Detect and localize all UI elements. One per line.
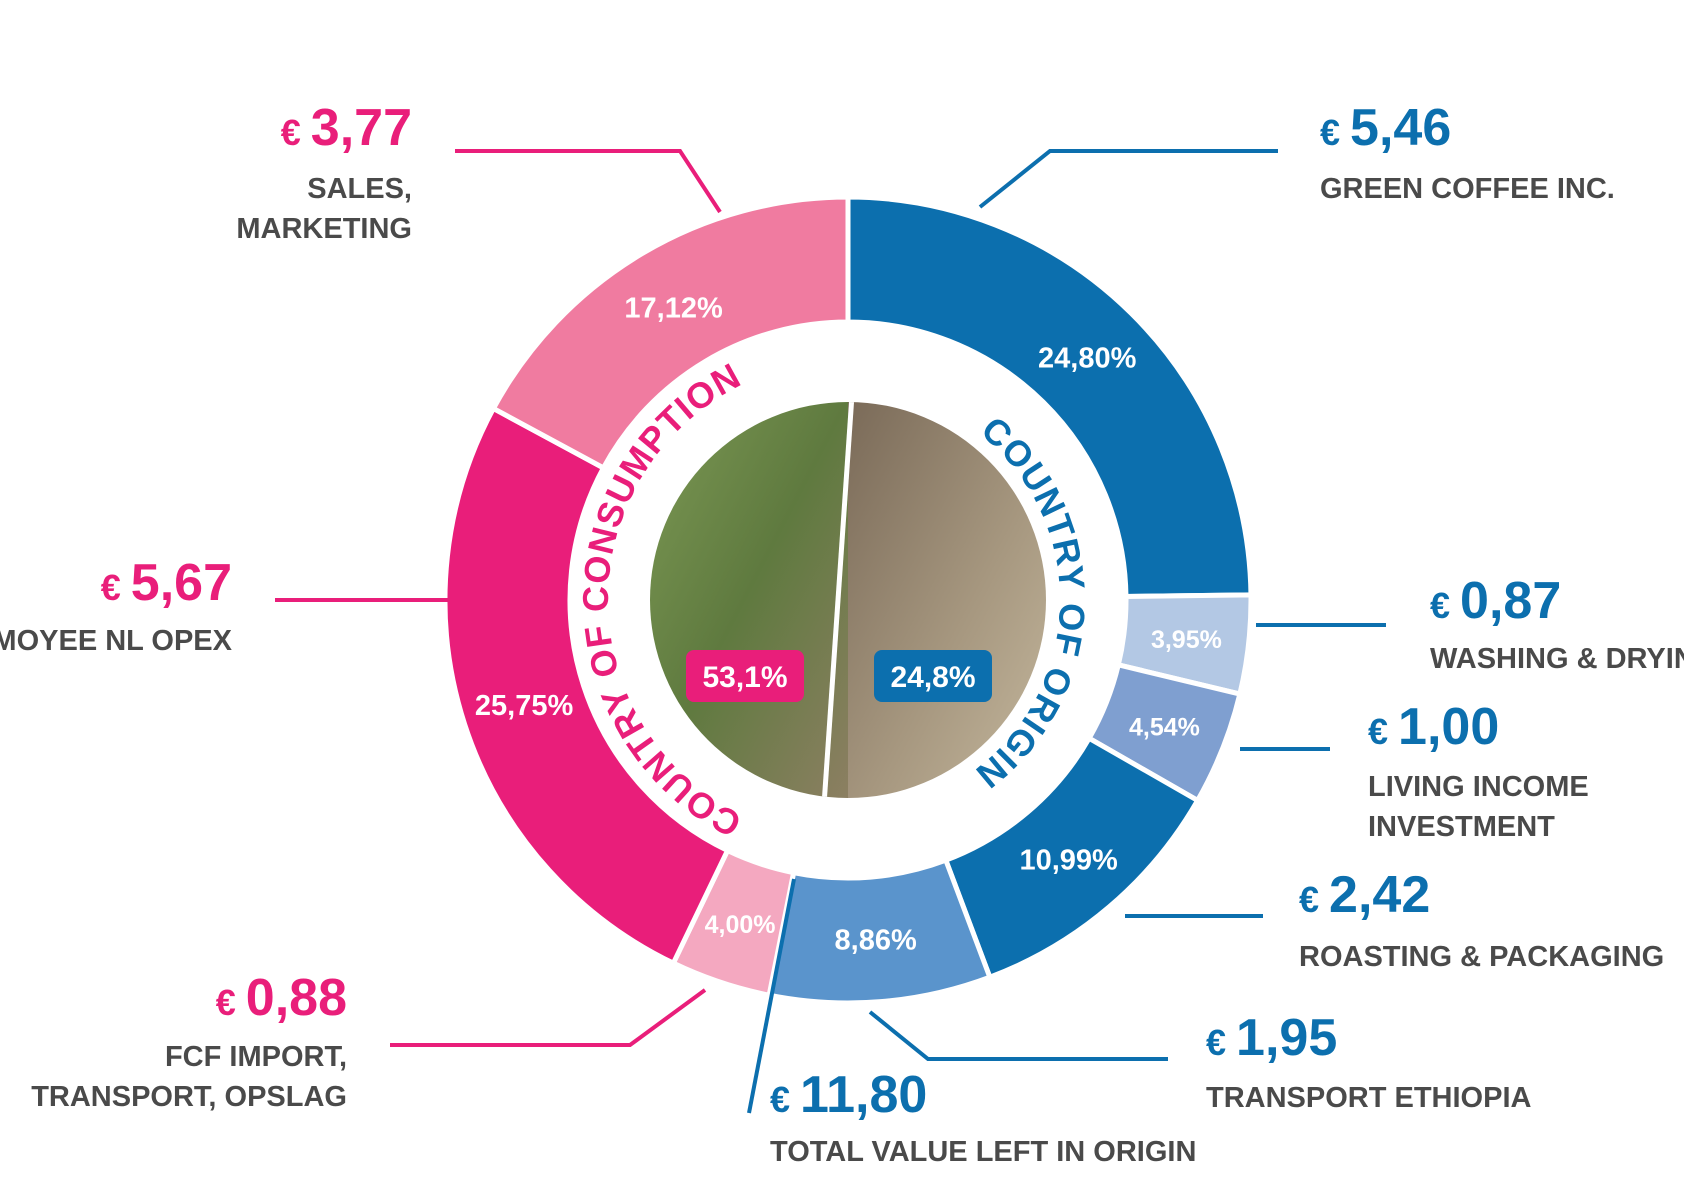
callout-amount: € 5,67 [101,554,232,612]
callout-amount: € 0,88 [216,969,347,1027]
slice-percent-label: 4,00% [705,911,776,939]
callout-label: GREEN COFFEE INC. [1320,173,1615,205]
amount-value: 5,46 [1350,99,1451,157]
total-label: TOTAL VALUE LEFT IN ORIGIN [770,1136,1196,1168]
callout-label: TRANSPORT ETHIOPIA [1206,1082,1532,1114]
amount-value: 2,42 [1329,866,1430,924]
slice-7 [442,405,731,967]
callout-amount: € 5,46 [1320,99,1451,157]
slice-1 [845,194,1254,599]
callout-label: SALES, [307,173,412,205]
slice-percent-label: 10,99% [1019,844,1118,876]
callout-amount: € 2,42 [1299,866,1430,924]
slice-percent-label: 25,75% [475,690,574,722]
currency-symbol: € [1206,1022,1236,1063]
slice-percent-label: 24,80% [1038,343,1137,375]
callout-label: ROASTING & PACKAGING [1299,941,1664,973]
amount-value: 3,77 [311,99,412,157]
amount-value: 11,80 [800,1066,927,1124]
currency-symbol: € [101,567,131,608]
badge-consumption-text: 53,1% [702,661,787,694]
photo-consumption-side [650,402,848,798]
slice-8 [490,194,851,472]
badge-consumption-bg [686,650,804,702]
slice-percent-label: 17,12% [624,293,723,325]
callout-label: FCF IMPORT, [165,1041,347,1073]
amount-value: 1,00 [1398,698,1499,756]
amount-value: 5,67 [131,554,232,612]
amount-value: 0,87 [1460,572,1561,630]
slice-percent-label: 3,95% [1151,626,1222,654]
callout-amount: € 1,00 [1368,698,1499,756]
callout-label: TRANSPORT, OPSLAG [31,1081,347,1113]
total-amount: € 11,80 [770,1066,927,1124]
badge-origin-text: 24,8% [890,661,975,694]
leader-line [868,1010,1168,1061]
callout-amount: € 0,87 [1430,572,1561,630]
callout-label: MOYEE NL OPEX [0,625,233,657]
total-leader-line [747,878,796,1114]
callout-label: INVESTMENT [1368,811,1555,843]
amount-value: 1,95 [1236,1009,1337,1067]
donut-slices [442,194,1254,1006]
currency-symbol: € [216,982,246,1023]
leader-line [390,988,707,1047]
currency-symbol: € [1430,585,1460,626]
callout-label: WASHING & DRYING [1430,643,1684,675]
currency-symbol: € [770,1079,800,1120]
photo-divider [821,402,855,798]
currency-symbol: € [1368,711,1398,752]
slice-percent-label: 8,86% [835,924,917,956]
leader-line [978,149,1278,209]
callout-amount: € 3,77 [281,99,412,157]
currency-symbol: € [1299,879,1329,920]
slice-percent-label: 4,54% [1129,714,1200,742]
badge-origin: 24,8% [874,650,992,702]
slice-percent-labels: 24,80% 3,95% 4,54% 10,99% 8,86% 4,00% 25,75% 17… [475,293,1222,957]
callout-label: LIVING INCOME [1368,771,1589,803]
badge-origin-bg [874,650,992,702]
callout-label: MARKETING [236,213,412,245]
badge-consumption: 53,1% [686,650,804,702]
amount-value: 0,88 [246,969,347,1027]
currency-symbol: € [1320,112,1350,153]
callout-leader-lines [275,149,1386,1114]
leader-line [455,149,722,214]
callout-amount: € 1,95 [1206,1009,1337,1067]
callout-labels: € 5,46 GREEN COFFEE INC. € 0,87 WASHING & D… [0,99,1684,1168]
currency-symbol: € [281,112,311,153]
